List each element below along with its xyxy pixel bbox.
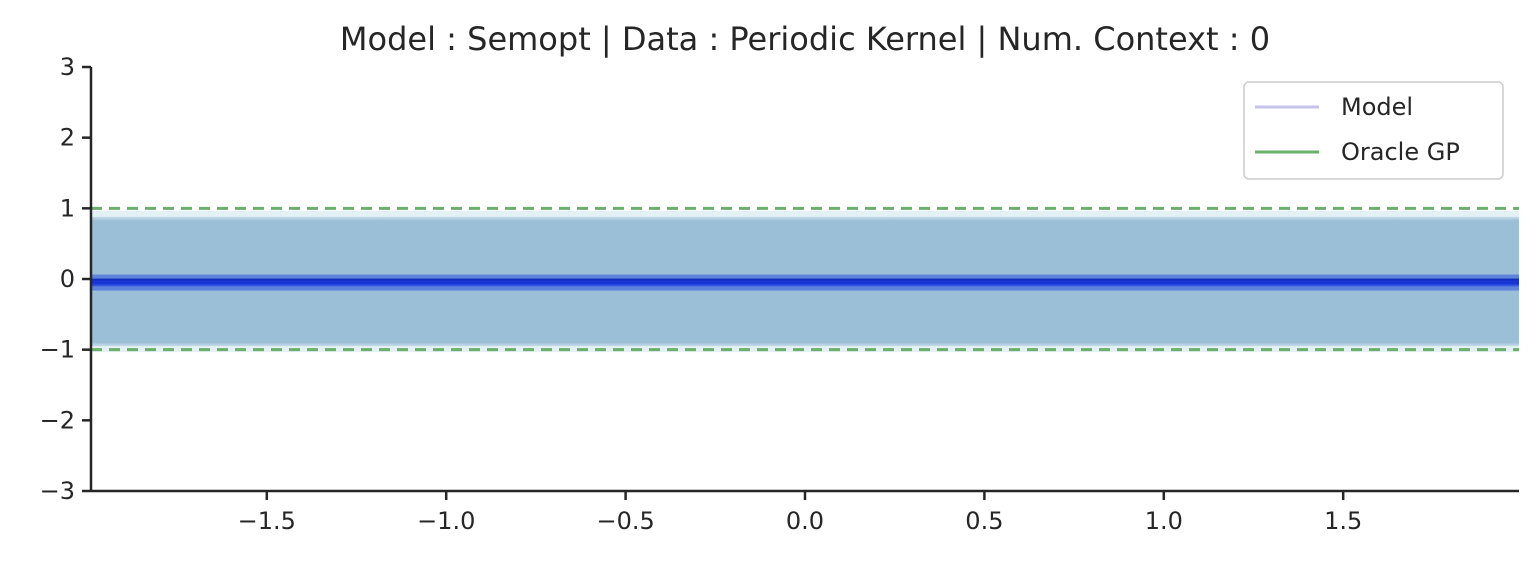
x-tick-label: −0.5: [596, 507, 654, 535]
x-tick-label: 0.0: [786, 507, 824, 535]
axes: −3 −2 −1 0 1 2 3 −1.5 −1.0 −0.5 0.0 0.5 1.0 1.5: [40, 53, 1519, 535]
y-tick-label: 3: [60, 53, 75, 81]
x-tick-label: 0.5: [965, 507, 1003, 535]
x-tick-label: 1.5: [1324, 507, 1362, 535]
x-tick-label: −1.0: [417, 507, 475, 535]
y-tick-label: −1: [40, 336, 75, 364]
y-tick-label: −2: [40, 406, 75, 434]
x-tick-label: 1.0: [1145, 507, 1183, 535]
legend: Model Oracle GP: [1243, 81, 1504, 180]
chart-title: Model : Semopt | Data : Periodic Kernel …: [340, 20, 1270, 58]
y-tick-label: 0: [60, 265, 75, 293]
legend-label: Oracle GP: [1341, 138, 1460, 166]
legend-label: Model: [1341, 93, 1413, 121]
plot-area: [91, 206, 1519, 353]
y-tick-label: 1: [60, 194, 75, 222]
y-tick-label: 2: [60, 124, 75, 152]
y-tick-label: −3: [40, 477, 75, 505]
x-tick-label: −1.5: [238, 507, 296, 535]
